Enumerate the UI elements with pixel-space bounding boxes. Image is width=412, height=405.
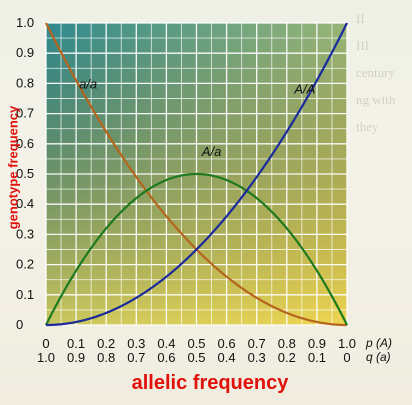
y-tick-label: 0 (16, 317, 23, 332)
y-tick-label: 0.2 (16, 257, 34, 272)
x-tick-label-p: 0.2 (97, 336, 115, 351)
x-tick-label-q: 0.1 (308, 350, 326, 365)
x-tick-label-q: 0.6 (157, 350, 175, 365)
y-axis-ticks: 0 0.1 0.2 0.3 0.4 0.5 0.6 0.7 0.8 0.9 1.0 (16, 15, 34, 332)
x-tick-label-q: 0.9 (67, 350, 85, 365)
series-line-a-a (45, 22, 348, 327)
x-axis-title: allelic frequency (131, 372, 289, 394)
x-tick-label-p: 0.1 (67, 336, 85, 351)
x-tick-label-q: 0 (343, 350, 350, 365)
curve-label-a-a: A/a (201, 144, 222, 159)
grid-lines (45, 22, 348, 326)
x-tick-label-q: 0.8 (97, 350, 115, 365)
ghost-background-text: II III century ng with they (356, 11, 396, 134)
curve-labels: a/a A/a A/A (79, 76, 315, 158)
x-tick-label-q: 0.4 (218, 350, 236, 365)
curve-label-a-a: a/a (79, 76, 97, 91)
curves (45, 22, 348, 327)
x-tick-label-q: 0.5 (187, 350, 205, 365)
x-tick-label-q: 0.2 (278, 350, 296, 365)
x-tick-label-q: 0.3 (248, 350, 266, 365)
y-axis-title: genotype frequency (5, 105, 21, 230)
y-tick-label: 0.3 (16, 226, 34, 241)
x-tick-label-p: 0.4 (157, 336, 175, 351)
x-tick-label-p: 0.7 (248, 336, 266, 351)
x-tick-label-p: 0.3 (127, 336, 145, 351)
curve-label-a-a: A/A (293, 81, 315, 96)
x-tick-label-p: 0.8 (278, 336, 296, 351)
x-tick-label-p: 0.6 (218, 336, 236, 351)
x-tick-label-p: 0.5 (187, 336, 205, 351)
y-tick-label: 0.1 (16, 287, 34, 302)
x-axis-ticks: 0 0.1 0.2 0.3 0.4 0.5 0.6 0.7 0.8 0.9 1.0 1.0 0.9 0.8… (37, 336, 392, 365)
x-axis-q-label: q (a) (366, 350, 391, 364)
x-tick-label-p: 0.9 (308, 336, 326, 351)
y-tick-label: 0.7 (16, 106, 34, 121)
y-tick-label: 0.6 (16, 136, 34, 151)
x-axis-p-label: p (A) (365, 336, 392, 350)
x-tick-label-p: 0 (42, 336, 49, 351)
y-tick-label: 1.0 (16, 15, 34, 30)
y-tick-label: 0.5 (16, 166, 34, 181)
series-line-a-a (45, 172, 348, 326)
x-tick-label-q: 0.7 (127, 350, 145, 365)
y-tick-label: 0.9 (16, 45, 34, 60)
x-tick-label-p: 1.0 (338, 336, 356, 351)
y-tick-label: 0.8 (16, 75, 34, 90)
x-tick-label-q: 1.0 (37, 350, 55, 365)
y-tick-label: 0.4 (16, 196, 34, 211)
